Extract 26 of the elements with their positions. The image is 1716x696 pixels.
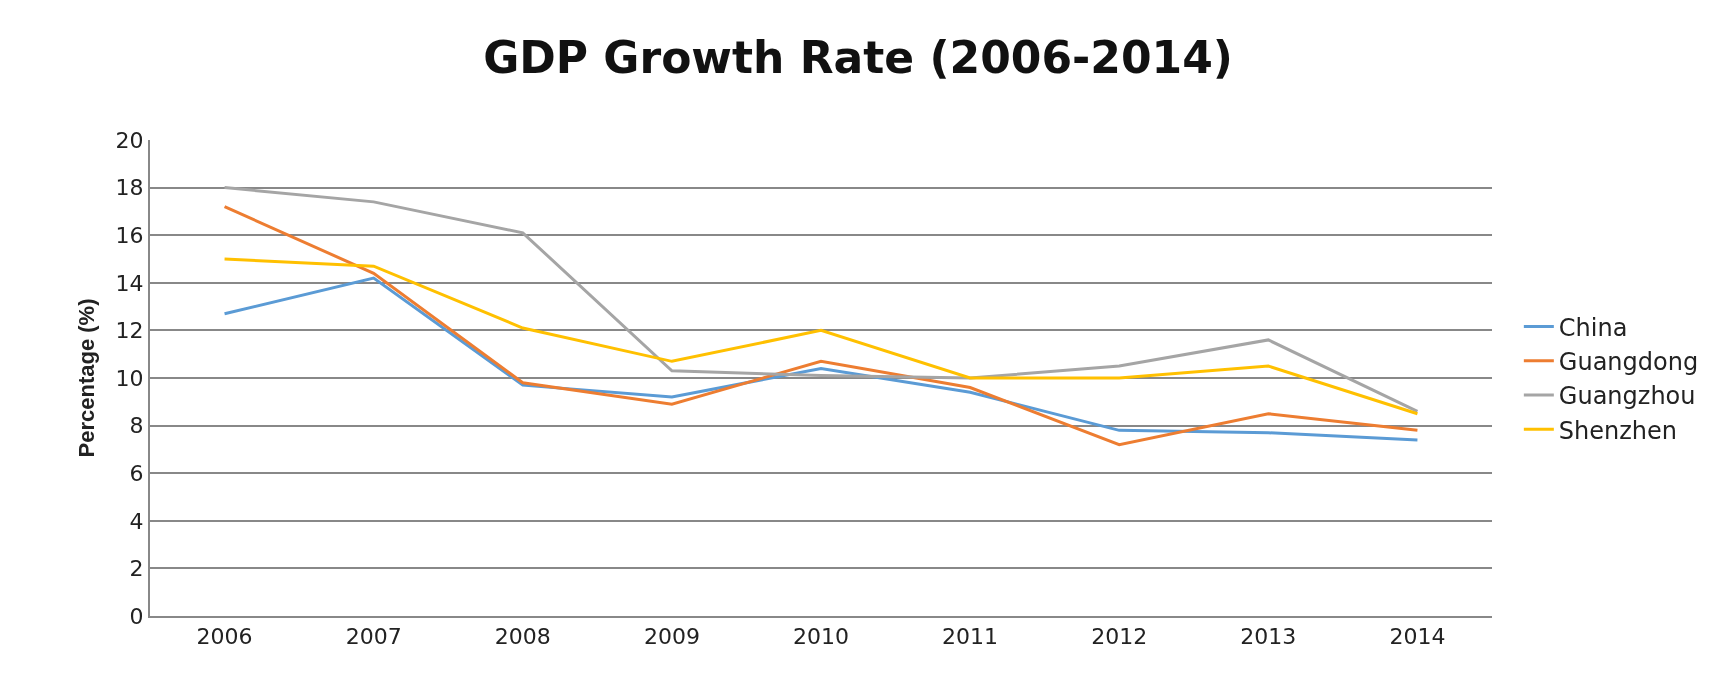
legend-label: Shenzhen — [1558, 416, 1678, 445]
x-tick-label: 2014 — [1389, 624, 1446, 650]
x-tick-label: 2006 — [196, 624, 253, 650]
y-tick-label: 16 — [115, 222, 144, 248]
y-tick-label: 0 — [129, 603, 144, 629]
y-tick-label: 18 — [115, 175, 144, 201]
y-axis-title: Percentage (%) — [73, 298, 99, 458]
y-tick-label: 14 — [115, 270, 144, 296]
chart-title: GDP Growth Rate (2006-2014) — [483, 31, 1233, 83]
y-tick-label: 2 — [129, 556, 144, 582]
y-tick-label: 6 — [129, 460, 144, 486]
x-tick-label: 2010 — [793, 624, 849, 650]
x-tick-label: 2012 — [1091, 624, 1148, 650]
y-tick-label: 20 — [115, 127, 144, 153]
y-tick-label: 12 — [115, 318, 144, 344]
legend-label: Guangdong — [1558, 348, 1699, 377]
x-tick-label: 2011 — [942, 624, 999, 650]
x-tick-label: 2008 — [494, 624, 551, 650]
legend-label: Guangzhou — [1558, 382, 1696, 411]
x-tick-label: 2009 — [643, 624, 700, 650]
y-tick-label: 8 — [129, 413, 144, 439]
y-tick-label: 10 — [115, 365, 144, 391]
y-tick-label: 4 — [129, 508, 144, 534]
x-tick-label: 2007 — [345, 624, 402, 650]
x-tick-label: 2013 — [1240, 624, 1297, 650]
legend-label: China — [1558, 313, 1628, 342]
